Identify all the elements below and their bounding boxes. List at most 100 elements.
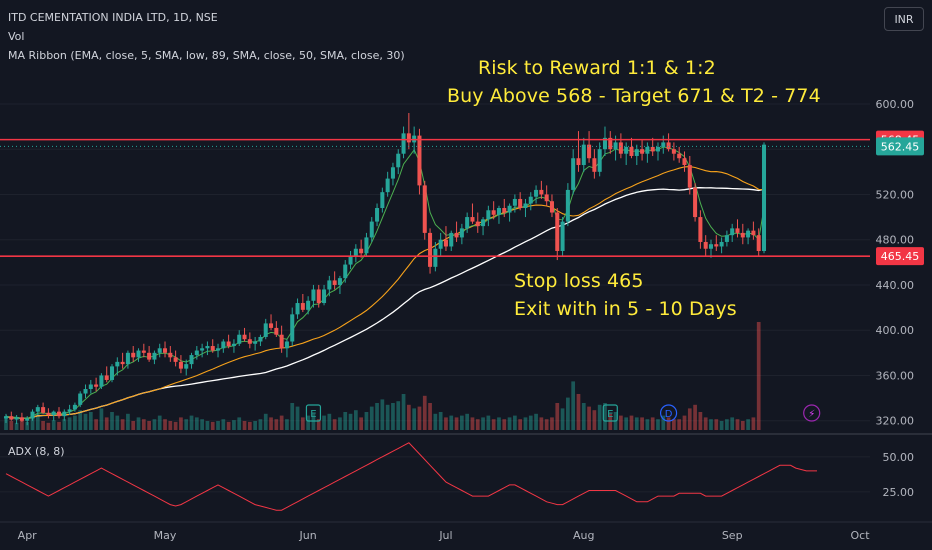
candle-body bbox=[602, 137, 607, 150]
volume-bar bbox=[285, 419, 289, 430]
volume-bars bbox=[4, 322, 761, 430]
adx-line bbox=[5, 442, 817, 511]
candle-body bbox=[645, 146, 650, 154]
candle-body bbox=[168, 352, 173, 358]
volume-bar bbox=[348, 413, 353, 430]
candle-body bbox=[189, 355, 194, 365]
volume-bar bbox=[184, 419, 189, 430]
price-tick-label: 600.00 bbox=[876, 98, 915, 111]
volume-bar bbox=[242, 421, 247, 430]
candle-body bbox=[385, 178, 390, 193]
candle-body bbox=[761, 144, 767, 251]
dividend-marker-label: D bbox=[665, 409, 673, 420]
candle-body bbox=[740, 232, 745, 238]
exit-annotation: Exit with in 5 - 10 Days bbox=[514, 298, 737, 320]
candle-body bbox=[353, 248, 358, 256]
volume-bar bbox=[581, 403, 586, 430]
candle-body bbox=[708, 244, 714, 249]
candle-body bbox=[35, 407, 40, 412]
volume-bar bbox=[269, 417, 273, 430]
volume-bar bbox=[544, 419, 549, 430]
candle-body bbox=[640, 149, 645, 154]
candle-body bbox=[300, 303, 305, 310]
candle-body bbox=[491, 210, 496, 215]
candle-body bbox=[576, 158, 581, 166]
volume-bar bbox=[486, 415, 491, 430]
vol-legend: Vol bbox=[8, 30, 25, 43]
volume-bar bbox=[179, 417, 183, 430]
candle-body bbox=[152, 352, 157, 360]
volume-bar bbox=[152, 419, 157, 430]
volume-bar bbox=[507, 417, 512, 430]
volume-bar bbox=[194, 417, 199, 430]
volume-bar bbox=[640, 417, 644, 430]
volume-bar bbox=[237, 417, 242, 430]
volume-bar bbox=[555, 403, 560, 430]
volume-bar bbox=[571, 381, 576, 430]
volume-bar bbox=[131, 421, 136, 430]
volume-bar bbox=[645, 419, 650, 430]
candle-body bbox=[173, 357, 178, 362]
volume-bar bbox=[141, 419, 146, 430]
volume-bar bbox=[67, 417, 72, 430]
time-axis[interactable]: Apr May Jun Jul Aug Sep Oct bbox=[0, 521, 932, 542]
price-tick-label: 320.00 bbox=[876, 415, 915, 428]
volume-bar bbox=[433, 413, 438, 430]
candle-body bbox=[703, 241, 708, 249]
candle-body bbox=[46, 412, 51, 416]
volume-bar bbox=[417, 406, 422, 430]
stop-loss-annotation: Stop loss 465 bbox=[514, 270, 644, 292]
candle-body bbox=[571, 158, 576, 190]
volume-bar bbox=[576, 394, 581, 430]
candle-body bbox=[178, 361, 183, 369]
volume-bar bbox=[634, 417, 639, 430]
candle-body bbox=[120, 361, 125, 365]
last-price-tag-label: 562.45 bbox=[881, 140, 920, 153]
price-axis[interactable]: 600.00560.00520.00480.00440.00400.00360.… bbox=[870, 0, 932, 550]
candle-body bbox=[311, 289, 316, 301]
currency-button[interactable]: INR bbox=[884, 7, 924, 31]
volume-bar bbox=[391, 403, 395, 430]
candle-body bbox=[581, 144, 586, 166]
candle-body bbox=[608, 137, 613, 150]
candle-body bbox=[78, 393, 83, 405]
candle-body bbox=[746, 230, 751, 238]
adx-pane: 50.00 25.00 bbox=[0, 433, 932, 511]
candle-body bbox=[226, 341, 231, 347]
candle-body bbox=[428, 232, 433, 267]
candle-body bbox=[131, 352, 136, 358]
candle-body bbox=[443, 239, 448, 247]
candle-body bbox=[184, 364, 189, 369]
volume-bar bbox=[751, 417, 756, 430]
time-tick-label: Jul bbox=[438, 529, 452, 542]
volume-bar bbox=[719, 421, 724, 430]
volume-bar bbox=[359, 417, 364, 430]
volume-bar bbox=[412, 408, 417, 430]
volume-bar bbox=[714, 419, 719, 430]
volume-bar bbox=[597, 404, 602, 430]
time-tick-label: Aug bbox=[573, 529, 594, 542]
last-price-tag bbox=[876, 137, 924, 156]
candle-body bbox=[109, 366, 115, 380]
volume-bar bbox=[332, 419, 337, 430]
volume-bar bbox=[465, 413, 470, 430]
candle-body bbox=[221, 341, 226, 349]
volume-bar bbox=[756, 322, 761, 430]
volume-bar bbox=[438, 412, 443, 430]
volume-bar bbox=[650, 417, 655, 430]
volume-bar bbox=[666, 417, 671, 430]
adx-legend: ADX (8, 8) bbox=[8, 445, 65, 458]
volume-bar bbox=[444, 417, 448, 430]
level-price-tag bbox=[876, 247, 924, 266]
candle-body bbox=[263, 323, 268, 337]
candle-body bbox=[624, 146, 629, 154]
candle-body bbox=[629, 146, 634, 156]
candle-body bbox=[290, 314, 295, 342]
volume-bar bbox=[364, 412, 369, 430]
candle-body bbox=[756, 235, 761, 251]
candle-body bbox=[666, 142, 671, 150]
volume-bar bbox=[470, 417, 475, 430]
split-marker-label: ⚡ bbox=[808, 409, 815, 420]
volume-bar bbox=[422, 395, 427, 430]
